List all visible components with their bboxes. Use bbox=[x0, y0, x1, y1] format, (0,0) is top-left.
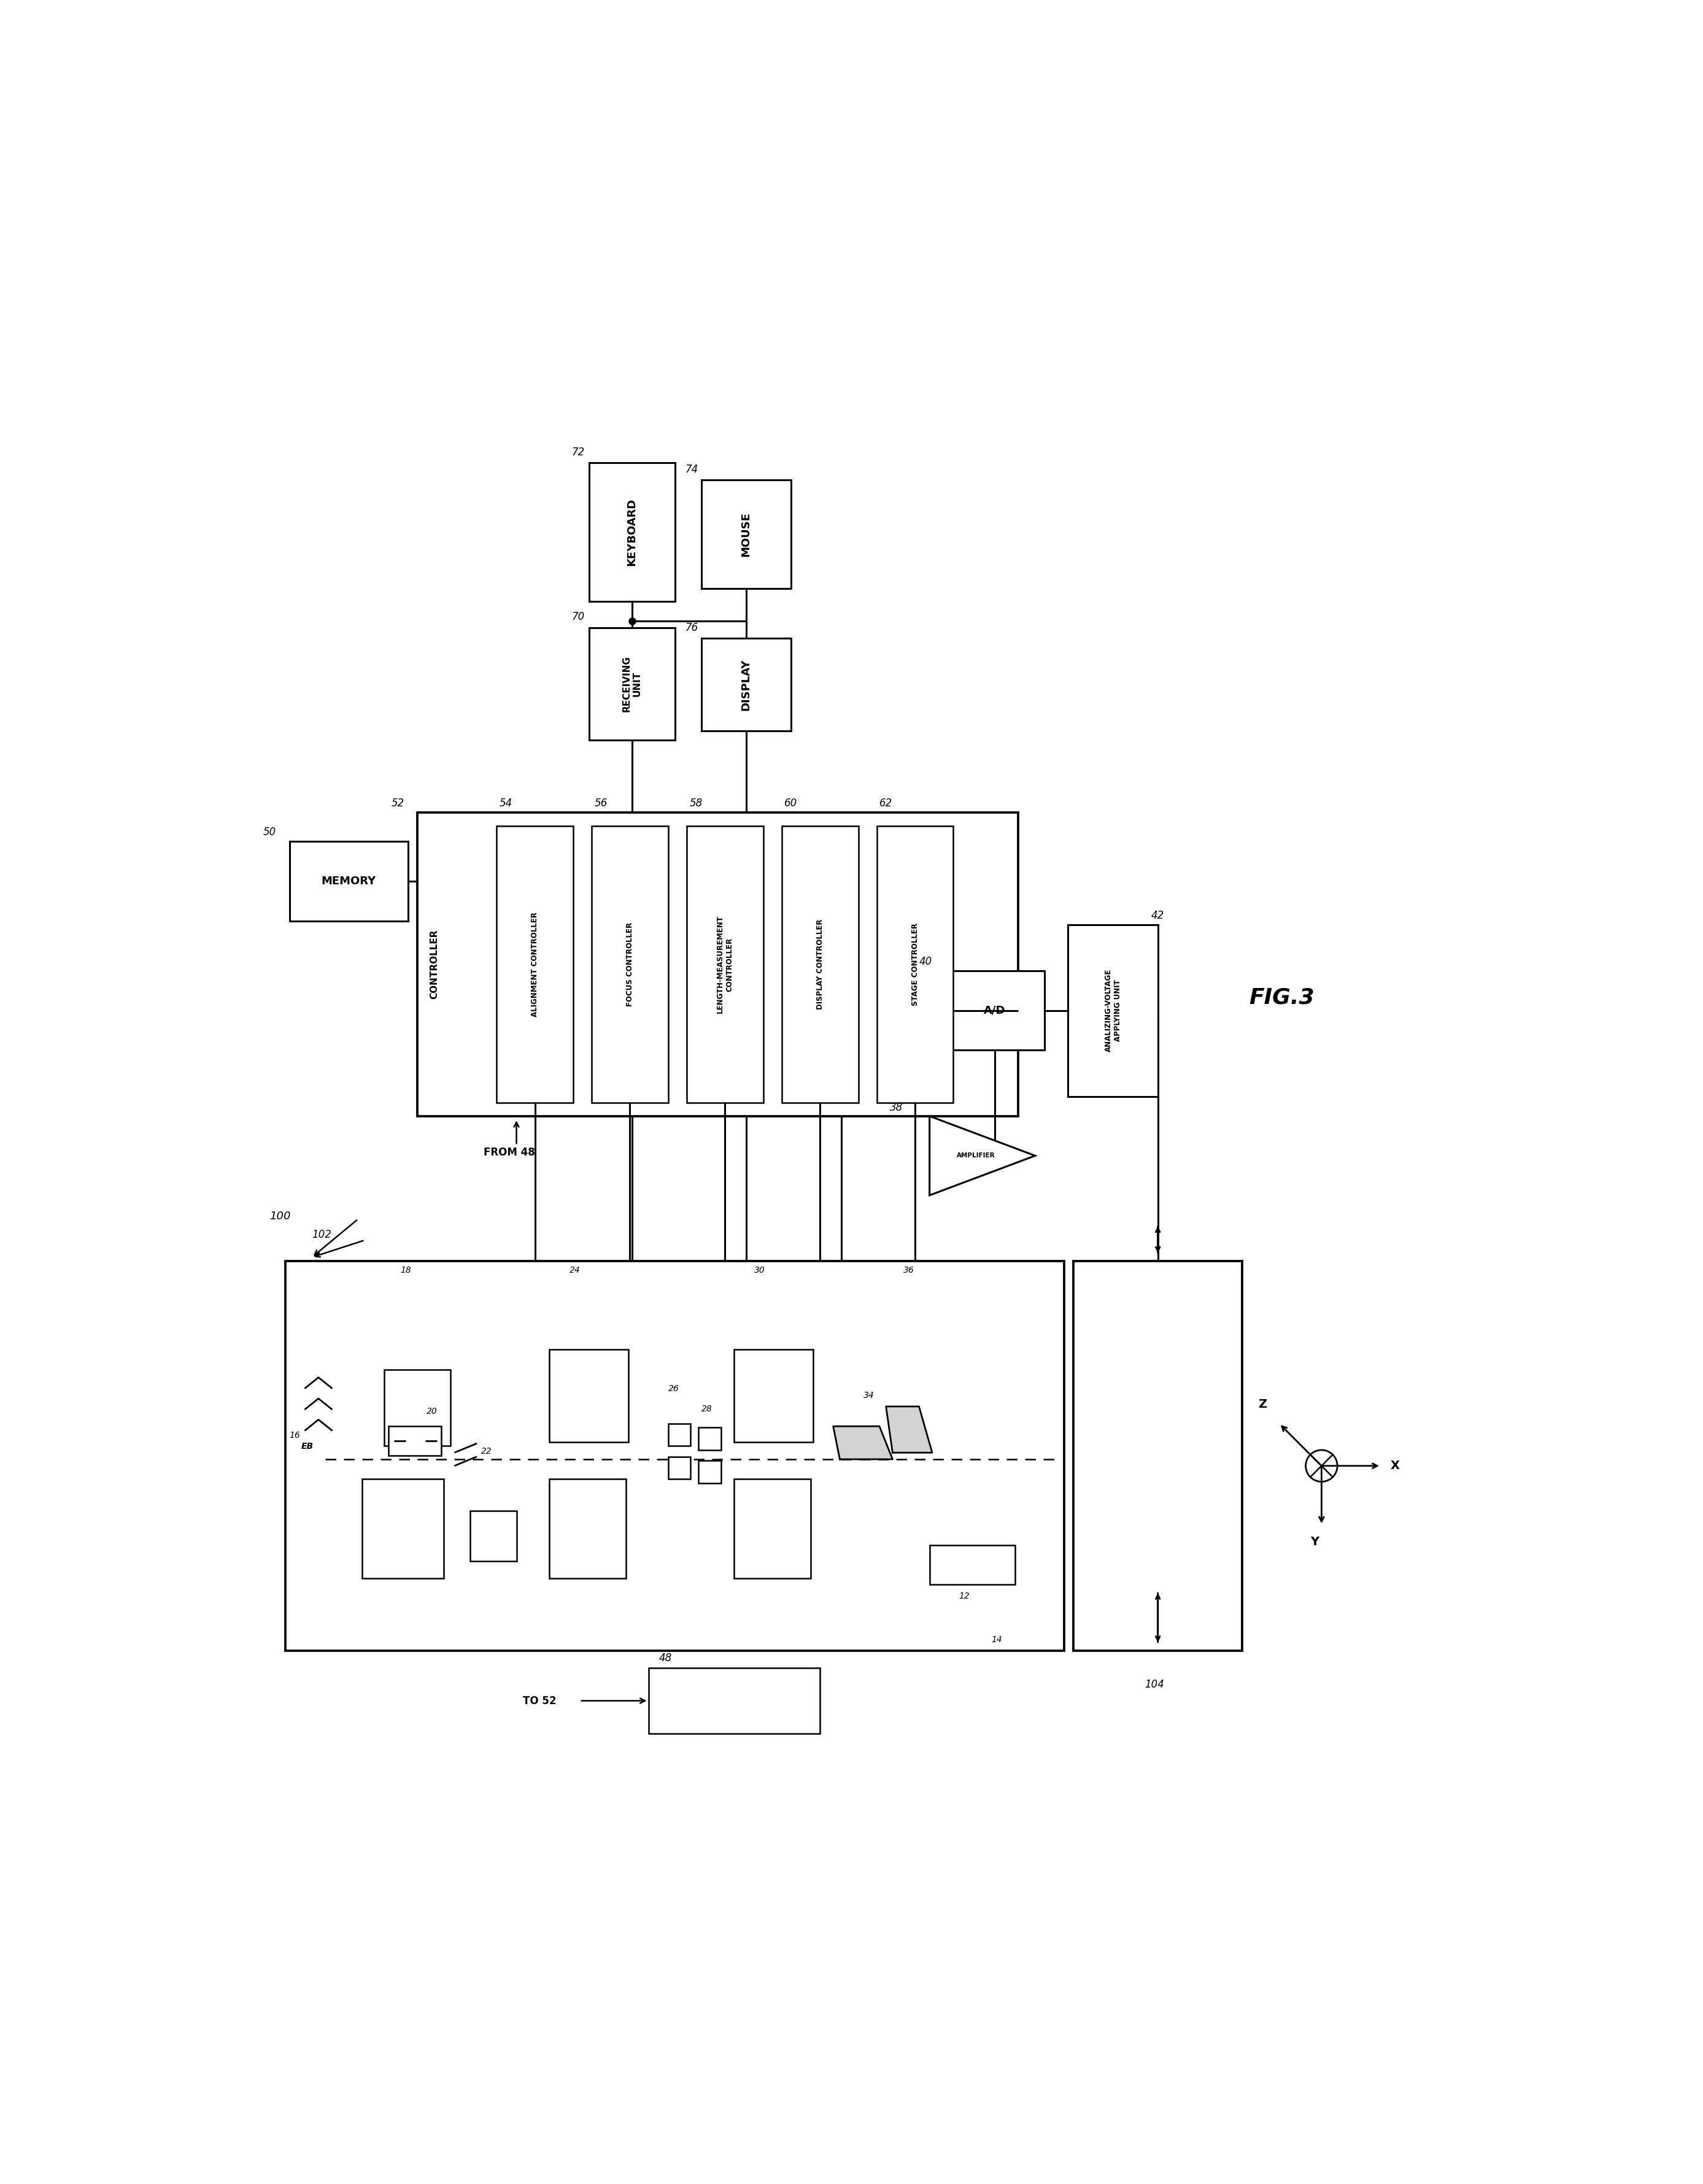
Bar bbox=[417, 812, 1018, 1116]
Text: 40: 40 bbox=[920, 957, 932, 968]
Bar bbox=[698, 1428, 720, 1450]
Text: MOUSE: MOUSE bbox=[741, 511, 751, 557]
Bar bbox=[550, 1350, 628, 1441]
Text: MEMORY: MEMORY bbox=[322, 876, 376, 887]
Text: 26: 26 bbox=[668, 1385, 679, 1393]
Text: 36: 36 bbox=[903, 1267, 915, 1275]
Text: 28: 28 bbox=[702, 1404, 712, 1413]
Bar bbox=[945, 972, 1044, 1051]
Polygon shape bbox=[886, 1406, 932, 1452]
Bar bbox=[686, 826, 763, 1103]
Text: 54: 54 bbox=[499, 797, 513, 808]
Bar bbox=[1068, 924, 1158, 1096]
Text: ALIGNMENT CONTROLLER: ALIGNMENT CONTROLLER bbox=[531, 913, 538, 1018]
Bar bbox=[877, 826, 954, 1103]
Bar bbox=[591, 826, 668, 1103]
Text: Y: Y bbox=[1311, 1535, 1320, 1548]
Bar bbox=[668, 1457, 691, 1479]
Text: 38: 38 bbox=[891, 1103, 903, 1114]
Text: 42: 42 bbox=[1151, 911, 1165, 922]
Text: STAGE CONTROLLER: STAGE CONTROLLER bbox=[911, 924, 920, 1005]
Bar bbox=[589, 627, 674, 740]
Bar bbox=[385, 1369, 450, 1446]
Bar bbox=[363, 1479, 444, 1579]
Text: 34: 34 bbox=[863, 1391, 874, 1400]
Text: 74: 74 bbox=[685, 463, 698, 474]
Text: FROM 48: FROM 48 bbox=[484, 1147, 535, 1158]
Text: 12: 12 bbox=[959, 1592, 969, 1601]
Bar bbox=[470, 1511, 516, 1562]
Bar bbox=[589, 463, 674, 601]
Text: LENGTH-MEASUREMENT
CONTROLLER: LENGTH-MEASUREMENT CONTROLLER bbox=[717, 915, 734, 1013]
Text: CONTROLLER: CONTROLLER bbox=[429, 930, 439, 998]
Bar bbox=[734, 1479, 811, 1579]
Text: FIG.3: FIG.3 bbox=[1250, 987, 1315, 1007]
Bar bbox=[649, 1669, 821, 1734]
Bar bbox=[550, 1479, 627, 1579]
Bar bbox=[702, 480, 790, 587]
Bar bbox=[782, 826, 858, 1103]
Text: 22: 22 bbox=[480, 1446, 492, 1455]
Text: Z: Z bbox=[1259, 1398, 1267, 1411]
Bar bbox=[497, 826, 574, 1103]
Text: A/D: A/D bbox=[984, 1005, 1006, 1016]
Text: 48: 48 bbox=[659, 1653, 673, 1664]
Bar bbox=[702, 638, 790, 732]
Text: 58: 58 bbox=[690, 797, 702, 808]
Bar bbox=[1073, 1262, 1243, 1651]
Text: DISPLAY CONTROLLER: DISPLAY CONTROLLER bbox=[816, 919, 824, 1009]
Text: 70: 70 bbox=[572, 612, 584, 622]
Text: 52: 52 bbox=[392, 797, 404, 808]
Text: 62: 62 bbox=[879, 797, 892, 808]
Text: 18: 18 bbox=[400, 1267, 410, 1275]
Bar bbox=[734, 1350, 814, 1441]
Bar bbox=[930, 1544, 1015, 1586]
Text: FOCUS CONTROLLER: FOCUS CONTROLLER bbox=[627, 922, 634, 1007]
Text: 60: 60 bbox=[785, 797, 797, 808]
Text: KEYBOARD: KEYBOARD bbox=[627, 498, 637, 566]
Bar bbox=[668, 1424, 691, 1446]
Text: 30: 30 bbox=[754, 1267, 765, 1275]
Text: 56: 56 bbox=[594, 797, 608, 808]
Polygon shape bbox=[833, 1426, 892, 1459]
Bar bbox=[698, 1461, 720, 1483]
Text: 100: 100 bbox=[269, 1210, 291, 1221]
Text: 102: 102 bbox=[312, 1230, 332, 1241]
Text: DISPLAY: DISPLAY bbox=[741, 660, 751, 710]
Bar bbox=[290, 841, 409, 922]
Text: 104: 104 bbox=[1144, 1679, 1165, 1690]
Text: 14: 14 bbox=[991, 1636, 1003, 1645]
Text: 16: 16 bbox=[290, 1431, 300, 1439]
Text: RECEIVING
UNIT: RECEIVING UNIT bbox=[622, 655, 642, 712]
Text: 50: 50 bbox=[262, 826, 276, 839]
Text: 24: 24 bbox=[569, 1267, 581, 1275]
Text: ANALIZING-VOLTAGE
APPLYING UNIT: ANALIZING-VOLTAGE APPLYING UNIT bbox=[1105, 970, 1122, 1053]
Text: AMPLIFIER: AMPLIFIER bbox=[957, 1153, 995, 1160]
Text: EB: EB bbox=[301, 1441, 313, 1450]
Text: 20: 20 bbox=[427, 1406, 438, 1415]
Text: 76: 76 bbox=[685, 622, 698, 633]
Bar bbox=[388, 1426, 441, 1455]
Text: TO 52: TO 52 bbox=[523, 1695, 557, 1706]
Bar bbox=[286, 1262, 1064, 1651]
Text: 72: 72 bbox=[572, 446, 584, 459]
Text: X: X bbox=[1390, 1461, 1400, 1472]
Polygon shape bbox=[930, 1116, 1035, 1195]
